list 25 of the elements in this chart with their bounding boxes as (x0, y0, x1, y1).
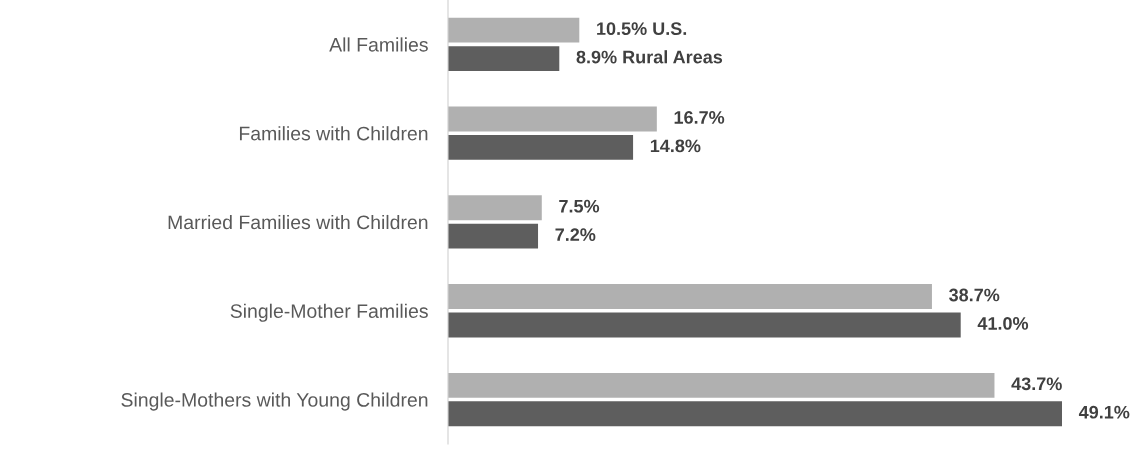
y-tick-label: All Families (329, 37, 428, 52)
data-label: 43.7% (1011, 377, 1062, 391)
data-label: 16.7% (674, 111, 725, 124)
bar (448, 134, 634, 160)
bar (448, 17, 580, 43)
data-label: 38.7% (949, 288, 1000, 302)
y-tick-label: Families with Children (239, 126, 428, 141)
data-label: 14.8% (650, 139, 701, 153)
bar (448, 284, 932, 309)
y-tick-label: Single-Mothers with Young Children (121, 392, 428, 411)
data-label: 8.9% Rural Areas (576, 50, 723, 64)
bar (448, 401, 1062, 427)
bar (448, 372, 995, 398)
data-label: 41.0% (977, 317, 1029, 330)
y-tick-label: Married Families with Children (168, 214, 428, 230)
data-label: 10.5% U.S. (597, 22, 687, 36)
bar (448, 106, 657, 132)
bar (448, 223, 539, 249)
y-tick-label: Single-Mother Families (230, 303, 428, 322)
bar (448, 195, 542, 221)
data-label: 7.5% (559, 199, 600, 213)
bar (448, 46, 560, 72)
data-label: 49.1% (1078, 405, 1130, 419)
bar (448, 312, 961, 338)
data-label: 7.2% (555, 228, 596, 241)
